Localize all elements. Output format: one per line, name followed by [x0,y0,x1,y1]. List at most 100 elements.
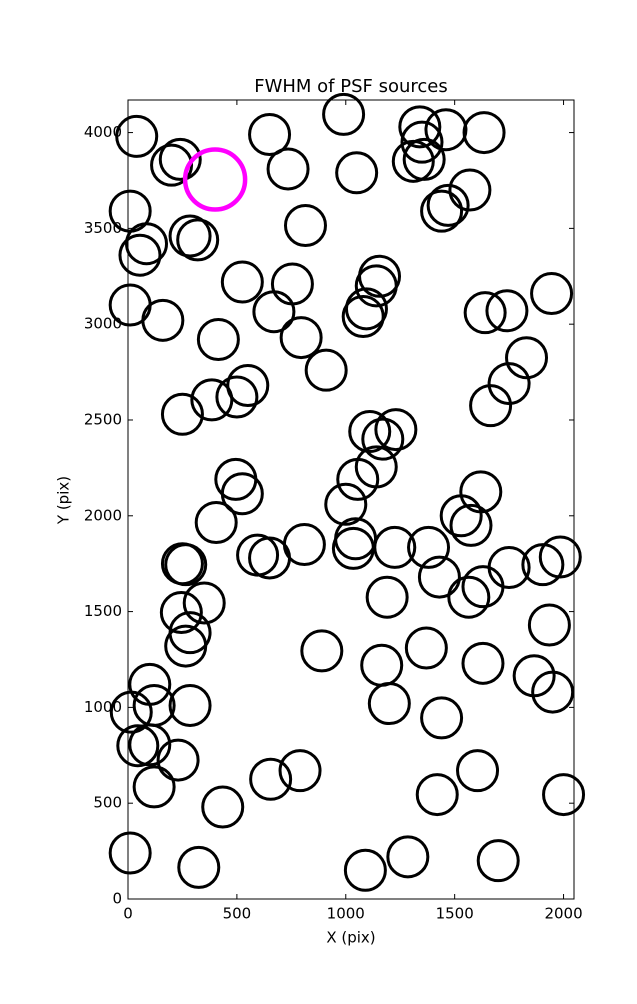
source-circle [344,287,388,331]
source-circle [341,295,385,339]
source-circle [542,773,586,817]
x-tick-label: 0 [123,905,133,923]
source-circle [215,375,259,419]
source-circle [128,723,172,767]
y-tick-label: 1500 [84,602,122,620]
source-circle [420,696,464,740]
source-circle [300,629,344,673]
x-tick-label: 500 [223,905,252,923]
source-circle [220,260,264,304]
source-circle [304,348,348,392]
plot-frame [127,99,575,900]
source-circle [402,137,446,181]
source-circle [407,525,451,569]
y-axis-label: Y (pix) [55,476,73,525]
source-circle [386,835,430,879]
source-circle [220,472,264,516]
y-tick-label: 0 [112,890,122,908]
x-tick-label: 2000 [544,905,582,923]
source-circle [266,147,310,191]
source-circle [160,392,204,436]
source-circle [252,290,296,334]
chart-title: FWHM of PSF sources [254,76,448,97]
source-circle [426,183,470,227]
source-circle [400,120,444,164]
source-circle [374,408,418,452]
source-circle [365,575,409,619]
source-circle [158,137,202,181]
source-circle [343,848,387,892]
source-circle [270,262,314,306]
source-circle [462,111,506,155]
source-circle [182,147,248,212]
source-circle [322,92,366,136]
source-circle [463,291,507,335]
source-circle [527,603,571,647]
source-circle [354,264,398,308]
source-circle [485,289,529,333]
y-tick-label: 4000 [84,123,122,141]
source-circle [150,143,194,187]
x-axis-label: X (pix) [326,929,375,947]
source-circle [132,683,176,727]
source-circle [348,409,392,453]
source-circle [196,318,240,362]
y-tick-label: 500 [93,794,122,812]
source-circle [367,682,411,726]
source-circle [125,222,169,266]
source-circle [176,218,220,262]
source-circle [168,214,212,258]
source-circle [461,641,505,685]
source-circle [159,591,203,635]
y-tick-label: 2000 [84,506,122,524]
source-circle [530,272,574,316]
source-circle [415,773,459,817]
source-circle [360,643,404,687]
source-circle [404,626,448,670]
source-circle [115,114,159,158]
source-circle [182,581,226,625]
source-circle [398,105,442,149]
source-circle [447,575,491,619]
y-tick-label: 3500 [84,219,122,237]
source-circle [118,233,162,277]
source-circle [108,831,152,875]
source-circle [420,189,464,233]
source-circle [141,298,185,342]
source-circle [336,457,380,501]
source-circle [505,336,549,380]
y-tick-label: 2500 [84,410,122,428]
source-circle [424,108,468,152]
source-circle [249,757,293,801]
source-circle [278,749,322,793]
source-circle [449,503,493,547]
source-circle [116,724,160,768]
source-circle [177,845,221,889]
y-tick-label: 3000 [84,315,122,333]
source-circle [531,670,575,714]
source-circle [279,316,323,360]
source-circle [248,536,292,580]
source-circle [201,785,245,829]
source-circle [439,494,483,538]
source-circle [164,624,208,668]
source-circle [335,151,379,195]
source-circle [324,482,368,526]
source-circle [373,525,417,569]
source-circle [521,543,565,587]
source-circle [461,565,505,609]
x-tick-label: 1500 [436,905,474,923]
source-circle [109,690,153,734]
source-circle [160,542,204,586]
source-circle [361,417,405,461]
source-circle [164,543,208,587]
source-circle [248,112,292,156]
source-circle [156,738,200,782]
source-circle [190,378,234,422]
source-circle [476,839,520,883]
source-circle [417,555,461,599]
x-tick-label: 1000 [327,905,365,923]
source-circle [168,683,212,727]
source-circle [283,204,327,248]
